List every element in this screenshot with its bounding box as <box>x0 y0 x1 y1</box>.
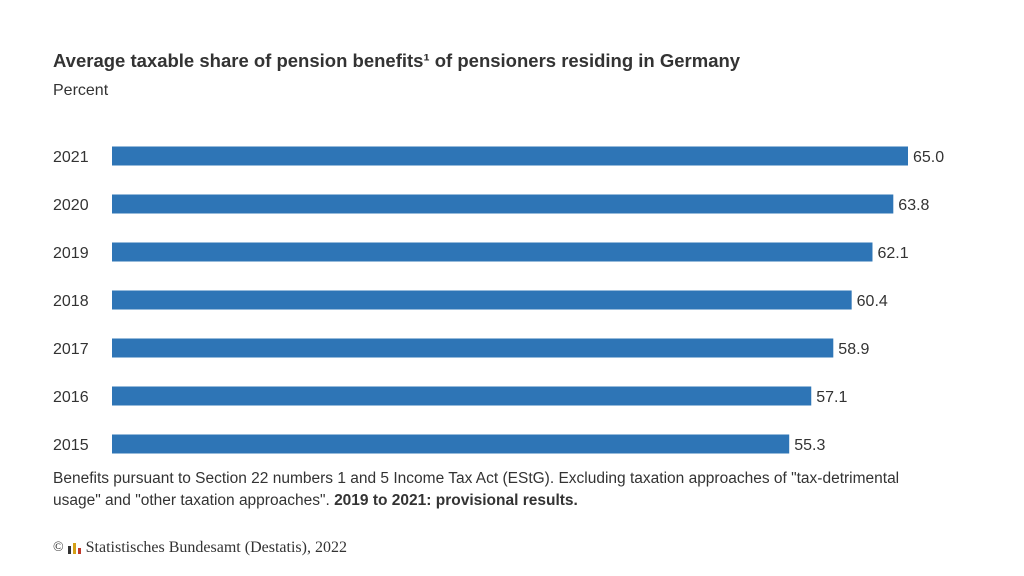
bar-2015 <box>112 434 790 454</box>
category-label-2019: 2019 <box>53 245 89 262</box>
value-label-2016: 57.1 <box>816 389 847 406</box>
category-label-2020: 2020 <box>53 197 89 214</box>
value-label-2020: 63.8 <box>898 197 929 214</box>
footnote-text: Benefits pursuant to Section 22 numbers … <box>53 470 900 509</box>
chart-subtitle: Percent <box>53 82 109 99</box>
bar-2019 <box>112 242 873 262</box>
source-line: © Statistisches Bundesamt (Destatis), 20… <box>53 539 347 557</box>
bar-2016 <box>112 386 812 406</box>
copyright-symbol: © <box>53 540 64 555</box>
value-label-2019: 62.1 <box>877 245 908 262</box>
bar-chart: 2021 65.0 2020 63.8 2019 62.1 2018 60.4 2017 58.9… <box>53 146 944 454</box>
bar-2021 <box>112 146 908 166</box>
category-label-2015: 2015 <box>53 437 89 454</box>
value-label-2021: 65.0 <box>913 149 944 166</box>
bar-2020 <box>112 194 894 214</box>
chart-title: Average taxable share of pension benefit… <box>53 50 741 71</box>
footnote-bold: 2019 to 2021: provisional results. <box>334 492 578 509</box>
category-label-2018: 2018 <box>53 293 89 310</box>
category-label-2021: 2021 <box>53 149 89 166</box>
destatis-logo-icon <box>67 543 81 554</box>
bar-2017 <box>112 338 834 358</box>
bar-2018 <box>112 290 852 310</box>
category-label-2017: 2017 <box>53 341 89 358</box>
category-label-2016: 2016 <box>53 389 89 406</box>
source-text: Statistisches Bundesamt (Destatis), 2022 <box>85 539 347 556</box>
value-label-2015: 55.3 <box>794 437 825 454</box>
value-label-2017: 58.9 <box>838 341 869 358</box>
value-label-2018: 60.4 <box>857 293 888 310</box>
chart-footnote: Benefits pursuant to Section 22 numbers … <box>53 468 933 512</box>
